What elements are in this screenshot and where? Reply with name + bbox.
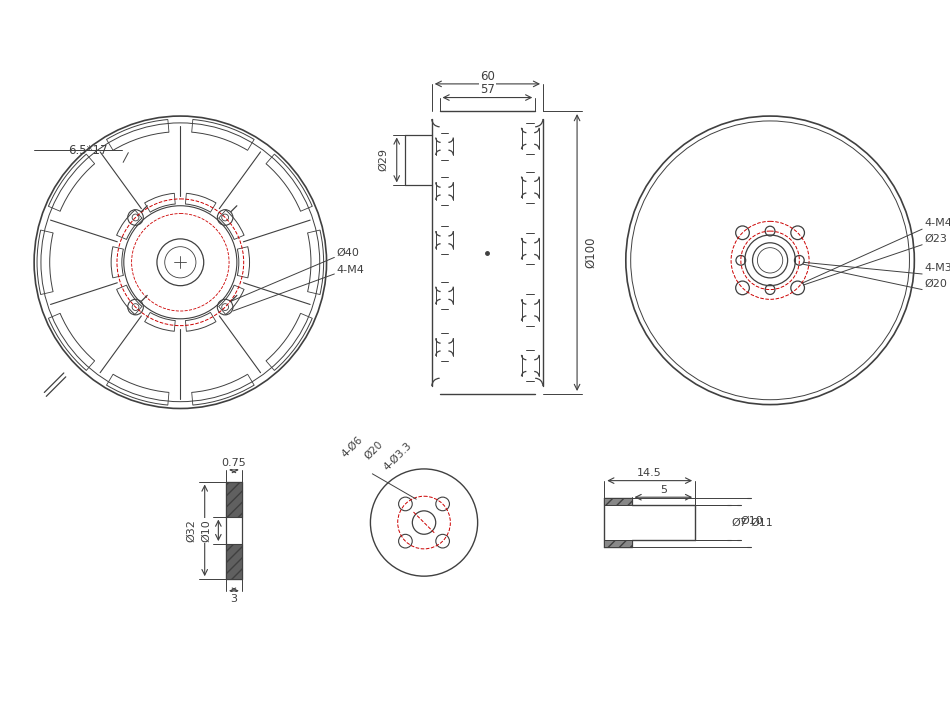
- Text: Ø7: Ø7: [732, 517, 747, 528]
- Text: 57: 57: [480, 83, 495, 96]
- Text: Ø100: Ø100: [584, 237, 598, 268]
- Text: Ø10: Ø10: [741, 516, 764, 526]
- Text: 4-M3: 4-M3: [924, 263, 950, 273]
- Polygon shape: [226, 482, 241, 517]
- Polygon shape: [604, 540, 632, 547]
- Text: Ø20: Ø20: [924, 279, 947, 289]
- Text: 0.75: 0.75: [221, 458, 246, 468]
- Polygon shape: [226, 544, 241, 579]
- Text: Ø23: Ø23: [924, 234, 947, 244]
- Text: 4-M4: 4-M4: [336, 265, 364, 275]
- Text: Ø10: Ø10: [201, 519, 212, 542]
- Text: 4-Ø3.3: 4-Ø3.3: [382, 440, 414, 472]
- Text: 14.5: 14.5: [637, 468, 662, 478]
- Text: 4-Ø6: 4-Ø6: [339, 434, 364, 459]
- Text: 6.5*17: 6.5*17: [68, 144, 107, 157]
- Text: Ø29: Ø29: [378, 149, 389, 172]
- Text: Ø40: Ø40: [336, 247, 359, 257]
- Text: Ø11: Ø11: [750, 517, 773, 528]
- Text: Ø20: Ø20: [363, 440, 385, 461]
- Polygon shape: [604, 498, 632, 505]
- Text: 4-M4: 4-M4: [924, 218, 950, 229]
- Text: 60: 60: [480, 69, 495, 83]
- Text: Ø32: Ø32: [186, 519, 196, 542]
- Text: 5: 5: [660, 485, 667, 496]
- Text: 3: 3: [231, 594, 238, 604]
